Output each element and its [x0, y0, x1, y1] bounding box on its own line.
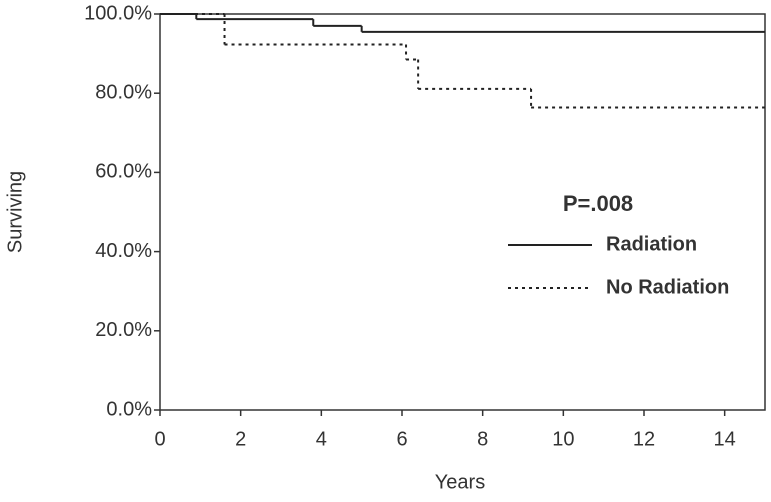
legend-label: Radiation	[606, 233, 697, 255]
y-tick-label: 60.0%	[95, 161, 152, 183]
y-tick-label: 100.0%	[84, 2, 152, 24]
y-tick-label: 40.0%	[95, 240, 152, 262]
x-tick-label: 14	[714, 428, 736, 450]
p-value: P=.008	[563, 191, 633, 216]
x-tick-label: 0	[154, 428, 165, 450]
x-tick-label: 12	[633, 428, 655, 450]
x-tick-label: 6	[396, 428, 407, 450]
x-tick-label: 8	[477, 428, 488, 450]
legend-label: No Radiation	[606, 276, 729, 298]
plot-frame	[159, 13, 766, 411]
y-tick-label: 20.0%	[95, 319, 152, 341]
y-tick-label: 0.0%	[106, 398, 152, 420]
y-axis-label: Surviving	[4, 171, 26, 253]
y-tick-label: 80.0%	[95, 81, 152, 103]
x-tick-label: 4	[316, 428, 327, 450]
x-tick-label: 10	[552, 428, 574, 450]
x-axis-label: Years	[435, 471, 485, 493]
x-tick-label: 2	[235, 428, 246, 450]
